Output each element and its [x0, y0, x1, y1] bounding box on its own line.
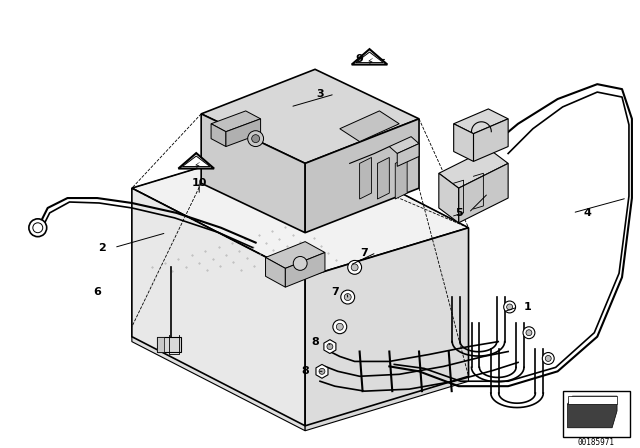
Circle shape	[319, 368, 325, 375]
Circle shape	[526, 330, 532, 336]
Bar	[563, 391, 630, 437]
Polygon shape	[352, 49, 387, 65]
Polygon shape	[157, 337, 164, 352]
Text: 9: 9	[356, 54, 364, 65]
Text: 6: 6	[93, 287, 101, 297]
Circle shape	[248, 131, 264, 146]
Circle shape	[344, 293, 351, 301]
Polygon shape	[568, 404, 617, 428]
Text: 10: 10	[191, 178, 207, 188]
Circle shape	[542, 353, 554, 364]
Polygon shape	[324, 340, 336, 353]
Circle shape	[29, 219, 47, 237]
Text: 4: 4	[584, 208, 591, 218]
Polygon shape	[459, 164, 508, 223]
Polygon shape	[211, 124, 226, 146]
Circle shape	[333, 320, 347, 334]
Circle shape	[351, 264, 358, 271]
Polygon shape	[397, 143, 419, 166]
Polygon shape	[211, 111, 260, 132]
Polygon shape	[389, 137, 419, 154]
Text: 2: 2	[99, 242, 106, 253]
Polygon shape	[132, 138, 468, 277]
Text: 8: 8	[301, 366, 309, 376]
Polygon shape	[454, 109, 508, 134]
Polygon shape	[454, 124, 474, 161]
Polygon shape	[305, 228, 468, 426]
Polygon shape	[360, 157, 371, 199]
Polygon shape	[378, 157, 389, 199]
Polygon shape	[396, 157, 407, 199]
Polygon shape	[132, 327, 305, 431]
Polygon shape	[201, 69, 419, 164]
Polygon shape	[305, 366, 468, 431]
Polygon shape	[474, 119, 508, 161]
Text: 00185971: 00185971	[578, 438, 615, 447]
Polygon shape	[568, 396, 617, 404]
Polygon shape	[182, 156, 210, 167]
Circle shape	[337, 323, 343, 330]
Text: 7: 7	[331, 287, 339, 297]
Circle shape	[507, 304, 513, 310]
Circle shape	[327, 344, 333, 349]
Polygon shape	[285, 253, 325, 287]
Polygon shape	[340, 111, 399, 142]
Circle shape	[523, 327, 535, 339]
Polygon shape	[439, 173, 459, 223]
Polygon shape	[226, 119, 260, 146]
Polygon shape	[132, 188, 305, 426]
Polygon shape	[266, 258, 285, 287]
Circle shape	[545, 356, 551, 362]
Text: ⚡: ⚡	[193, 160, 200, 170]
Circle shape	[33, 223, 43, 233]
Polygon shape	[316, 364, 328, 378]
Polygon shape	[439, 149, 508, 188]
Polygon shape	[266, 241, 325, 268]
Circle shape	[293, 256, 307, 270]
Polygon shape	[568, 396, 617, 404]
Circle shape	[504, 301, 516, 313]
Text: ⚡: ⚡	[366, 56, 373, 66]
Circle shape	[340, 290, 355, 304]
Text: 8: 8	[311, 336, 319, 347]
Polygon shape	[305, 119, 419, 233]
Circle shape	[252, 135, 260, 142]
Text: 7: 7	[361, 247, 369, 258]
Polygon shape	[179, 153, 214, 168]
Text: 1: 1	[524, 302, 532, 312]
Circle shape	[348, 260, 362, 274]
Polygon shape	[356, 52, 383, 63]
Text: 3: 3	[316, 89, 324, 99]
Polygon shape	[201, 114, 305, 233]
Text: 5: 5	[455, 208, 463, 218]
Polygon shape	[157, 337, 181, 352]
